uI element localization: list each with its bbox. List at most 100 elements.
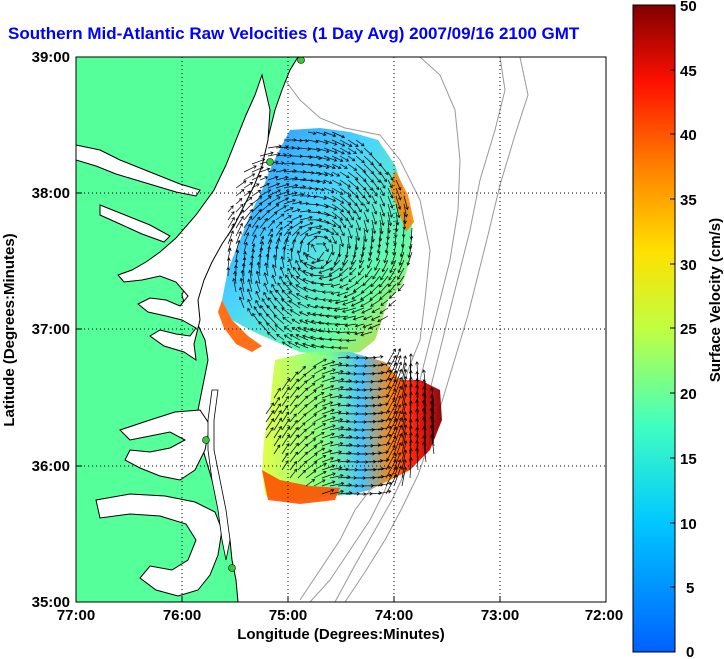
current-vector-arrow [251, 183, 260, 189]
current-vector-arrow [267, 245, 272, 261]
current-vector-arrow [338, 338, 349, 343]
current-vector-arrow [369, 491, 383, 495]
current-vector-arrow [331, 227, 339, 236]
current-vector-arrow [322, 290, 333, 295]
current-vector-arrow [377, 481, 393, 487]
current-vector-arrow [329, 410, 342, 415]
current-vector-arrow [307, 139, 319, 144]
current-vector-arrow [263, 272, 269, 285]
current-vector-arrow [401, 411, 407, 431]
current-vector-arrow [283, 231, 291, 245]
current-vector-arrow [265, 427, 274, 439]
current-vector-arrow [315, 203, 329, 209]
current-vector-arrow [377, 385, 392, 391]
current-vector-arrow [429, 394, 435, 415]
current-vector-arrow [371, 195, 377, 205]
current-vector-arrow [299, 319, 309, 325]
current-vector-arrow [370, 299, 381, 307]
axis-ticks [76, 192, 501, 602]
current-vector-arrow [395, 203, 401, 219]
current-vector-arrow [305, 478, 316, 487]
current-vector-arrow [409, 369, 413, 391]
current-vector-arrow [344, 323, 357, 328]
current-vector-arrow [288, 258, 293, 269]
current-vector-arrow [429, 434, 435, 455]
current-vector-arrow [367, 259, 373, 269]
current-vector-arrow [264, 262, 269, 277]
colorbar-tick-label: 5 [686, 580, 694, 597]
x-tick-label: 76:00 [163, 607, 201, 624]
current-vector-arrow [339, 203, 351, 214]
current-vector-arrow [342, 299, 357, 306]
current-vector-arrow [377, 433, 392, 439]
radar-station-marker [266, 158, 274, 166]
y-axis-label: Latitude (Degrees:Minutes) [1, 233, 18, 426]
current-vector-arrow [227, 247, 232, 261]
current-vector-arrow [393, 410, 402, 431]
current-vector-arrow [273, 425, 282, 439]
current-vector-arrow [235, 209, 244, 221]
current-vector-arrow [331, 179, 342, 186]
current-vector-arrow [235, 249, 240, 261]
current-vector-arrow [330, 283, 341, 288]
current-vector-arrow [235, 203, 244, 213]
current-vector-arrow [283, 225, 293, 237]
current-vector-arrow [363, 187, 372, 199]
current-vector-arrow [352, 315, 365, 321]
current-vector-arrow [409, 431, 413, 455]
current-vector-arrow [333, 307, 349, 312]
current-vector-arrow [275, 190, 290, 197]
current-vector-arrow [311, 243, 317, 253]
current-vector-arrow [313, 440, 324, 447]
current-vector-arrow [323, 155, 338, 162]
current-vector-arrow [336, 291, 349, 297]
current-vector-arrow [266, 313, 277, 325]
current-vector-arrow [259, 226, 266, 237]
x-tick-label: 73:00 [481, 607, 519, 624]
current-vector-arrow [381, 259, 389, 273]
current-vector-arrow [273, 396, 280, 407]
current-vector-arrow [371, 211, 377, 225]
current-vector-arrow [280, 255, 285, 269]
current-vector-arrow [310, 259, 325, 265]
current-vector-arrow [329, 433, 345, 439]
current-vector-arrow [299, 155, 313, 159]
current-vector-arrow [323, 179, 333, 184]
current-vector-arrow [255, 280, 261, 293]
current-vector-arrow [321, 360, 336, 367]
current-vector-arrow [302, 334, 317, 341]
current-vector-arrow [313, 462, 327, 471]
current-vector-arrow [321, 488, 335, 495]
current-vector-arrow [239, 286, 245, 301]
current-vector-arrow [352, 283, 365, 293]
current-vector-arrow [276, 333, 285, 341]
current-vector-arrow [315, 241, 327, 246]
current-vector-arrow [267, 168, 277, 173]
current-vector-arrow [305, 382, 316, 391]
current-vector-arrow [267, 211, 278, 221]
x-tick-label: 75:00 [269, 607, 307, 624]
current-vector-arrow [259, 167, 271, 173]
current-vector-arrow [273, 444, 281, 455]
current-vector-arrow [243, 165, 257, 173]
current-vector-arrow [232, 277, 237, 293]
plot-area [76, 57, 606, 602]
current-vector-arrow [289, 247, 294, 261]
current-vector-arrow [291, 138, 303, 143]
current-vector-arrow [266, 322, 277, 333]
current-vector-arrow [227, 205, 234, 213]
current-vector-arrow [429, 400, 435, 423]
current-vector-arrow [240, 269, 245, 285]
current-vector-arrow [393, 451, 402, 471]
current-vector-arrow [227, 223, 235, 237]
current-vector-arrow [233, 270, 237, 285]
current-vector-arrow [323, 131, 337, 138]
current-vector-arrow [292, 266, 301, 277]
current-vector-arrow [283, 176, 299, 181]
current-vector-arrow [289, 378, 299, 391]
current-vector-arrow [251, 166, 264, 173]
current-vector-arrow [310, 343, 325, 349]
current-vector-arrow [340, 259, 349, 272]
current-vector-arrow [415, 399, 419, 423]
